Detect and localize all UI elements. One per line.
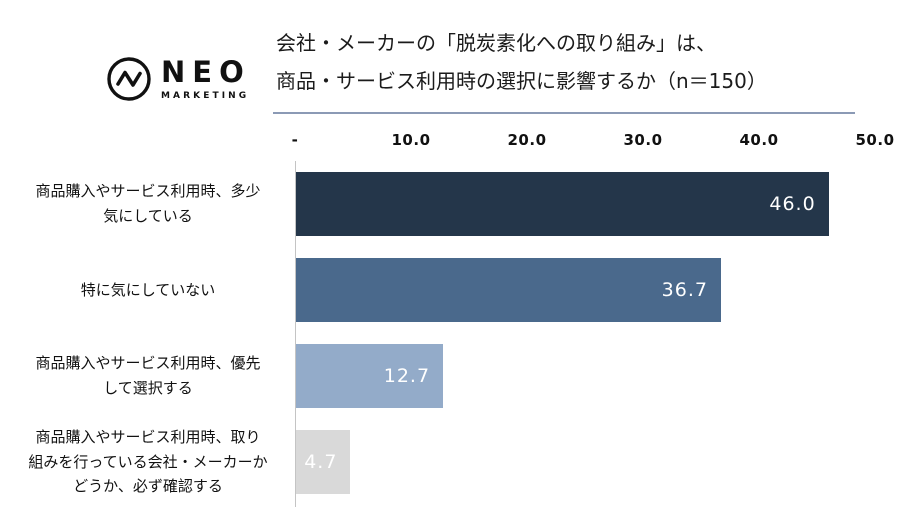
x-axis: - 10.0 20.0 30.0 40.0 50.0 <box>291 131 894 151</box>
logo-subtitle: MARKETING <box>161 90 250 101</box>
bar-value-label: 12.7 <box>383 365 431 387</box>
logo: NEO MARKETING <box>106 56 251 102</box>
category-label: 特に気にしていない <box>80 280 216 299</box>
category-label: 商品購入やサービス利用時、取り 組みを行っている会社・メーカーか どうか、必ず確… <box>28 427 268 496</box>
bar-value-label: 4.7 <box>304 451 338 473</box>
x-axis-tick-label: 50.0 <box>855 131 895 149</box>
x-axis-tick-label: 40.0 <box>739 131 779 149</box>
chart-title: 会社・メーカーの「脱炭素化への取り組み」は、 商品・サービス利用時の選択に影響す… <box>276 24 767 100</box>
x-axis-tick-label: 10.0 <box>391 131 431 149</box>
plot-area: 46.0 36.7 12.7 4.7 <box>295 161 875 507</box>
bar: 4.7 <box>296 430 351 494</box>
neo-marketing-logo-icon <box>107 57 151 101</box>
bar-value-label: 46.0 <box>769 193 816 215</box>
chart-title-line1: 会社・メーカーの「脱炭素化への取り組み」は、 <box>276 31 716 55</box>
chart-title-line2: 商品・サービス利用時の選択に影響するか（n＝150） <box>276 69 767 93</box>
logo-name: NEO <box>161 54 251 89</box>
x-axis-tick-label: 30.0 <box>623 131 663 149</box>
bar-row: 46.0 <box>296 161 875 247</box>
title-underline <box>273 112 855 114</box>
bar-row: 36.7 <box>296 247 875 333</box>
category-label: 商品購入やサービス利用時、優先 して選択する <box>35 354 261 397</box>
logo-text: NEO MARKETING <box>161 54 251 101</box>
bar-value-label: 36.7 <box>661 279 708 301</box>
x-axis-tick-label: 20.0 <box>507 131 547 149</box>
bar: 46.0 <box>296 172 829 236</box>
bar: 36.7 <box>296 258 721 322</box>
category-labels: 商品購入やサービス利用時、多少 気にしている特に気にしていない商品購入やサービス… <box>8 161 288 507</box>
bar: 12.7 <box>296 344 444 408</box>
x-axis-tick-label: - <box>291 131 299 149</box>
bar-row: 4.7 <box>296 419 875 505</box>
category-label: 商品購入やサービス利用時、多少 気にしている <box>35 182 261 225</box>
bar-row: 12.7 <box>296 333 875 419</box>
